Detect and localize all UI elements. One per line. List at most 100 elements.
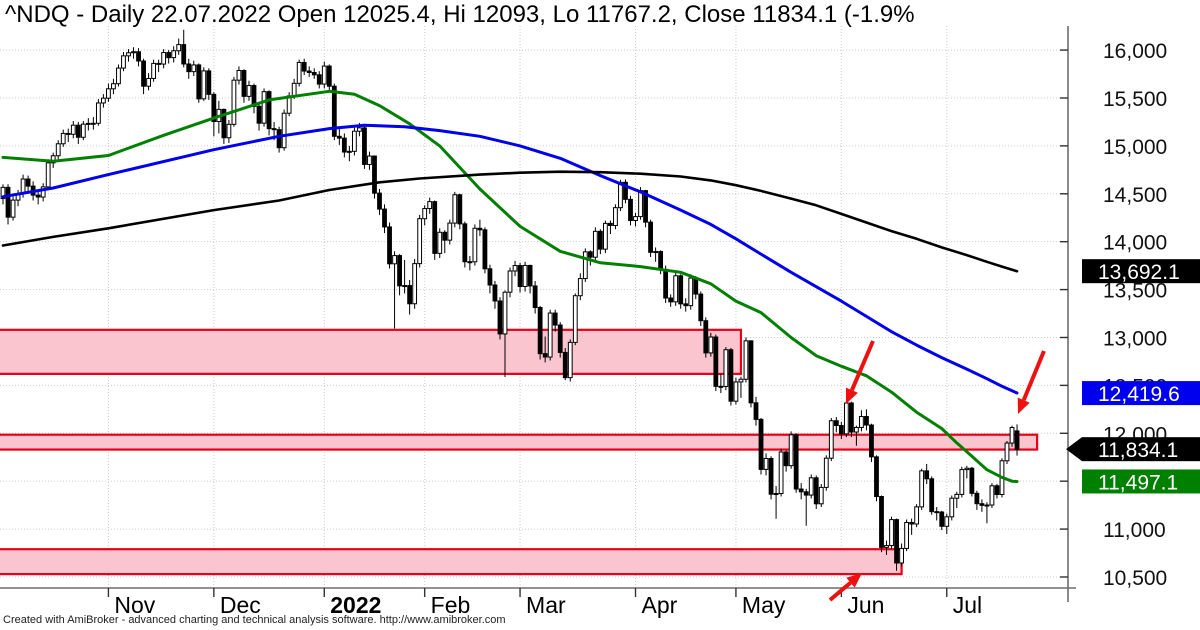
down-candle xyxy=(311,72,317,76)
up-candle xyxy=(191,64,197,73)
down-candle xyxy=(326,65,332,87)
up-candle xyxy=(964,467,970,471)
down-candle xyxy=(783,451,789,467)
up-candle xyxy=(547,312,553,358)
down-candle xyxy=(136,51,141,62)
up-candle xyxy=(417,218,423,265)
down-candle xyxy=(552,312,558,326)
up-candle xyxy=(402,285,408,288)
up-candle xyxy=(146,77,151,87)
down-candle xyxy=(879,496,884,548)
down-candle xyxy=(768,457,774,495)
down-candle xyxy=(75,124,81,138)
down-candle xyxy=(301,61,307,72)
down-candle xyxy=(668,297,674,303)
down-candle xyxy=(813,477,819,505)
up-candle xyxy=(738,378,744,383)
up-candle xyxy=(708,336,714,354)
y-axis-label: 13,500 xyxy=(1103,280,1167,303)
down-candle xyxy=(869,424,874,458)
up-candle xyxy=(567,341,573,379)
down-candle xyxy=(377,192,382,210)
up-candle xyxy=(572,295,578,343)
down-candle xyxy=(974,492,980,505)
up-candle xyxy=(246,85,252,97)
up-candle xyxy=(914,506,920,525)
down-candle xyxy=(196,64,202,100)
down-candle xyxy=(562,351,568,379)
up-candle xyxy=(889,519,894,547)
down-candle xyxy=(336,135,342,139)
up-candle xyxy=(437,231,443,254)
up-candle xyxy=(904,521,910,549)
down-candle xyxy=(793,434,799,490)
up-candle xyxy=(101,97,106,104)
up-candle xyxy=(778,451,784,495)
up-candle xyxy=(592,230,598,258)
ma200-line xyxy=(1,170,1019,273)
up-candle xyxy=(321,65,327,85)
down-candle xyxy=(186,63,192,73)
down-candle xyxy=(266,91,272,130)
up-candle xyxy=(357,127,362,132)
down-candle xyxy=(713,336,719,387)
up-candle xyxy=(447,222,453,241)
down-candle xyxy=(683,303,689,307)
down-candle xyxy=(457,194,463,225)
up-candle xyxy=(823,457,829,488)
down-candle xyxy=(658,251,664,270)
support-zones xyxy=(0,328,1039,576)
up-candle xyxy=(45,162,51,188)
up-candle xyxy=(959,469,965,495)
down-candle xyxy=(25,178,31,187)
annotation-arrow-head xyxy=(1017,397,1030,414)
up-candle xyxy=(126,52,131,57)
up-candle xyxy=(392,255,397,265)
up-candle xyxy=(899,547,904,564)
up-candle xyxy=(949,497,955,518)
up-candle xyxy=(116,67,121,85)
up-candle xyxy=(743,340,749,380)
up-candle xyxy=(512,265,518,272)
up-candle xyxy=(236,69,242,81)
close-badge-pointer xyxy=(1066,437,1082,462)
down-candle xyxy=(628,198,633,222)
up-candle xyxy=(95,102,101,124)
up-candle xyxy=(40,186,46,198)
down-candle xyxy=(623,181,628,200)
down-candle xyxy=(442,231,448,241)
x-axis-label: Apr xyxy=(642,592,678,618)
down-candle xyxy=(306,70,312,74)
annotation-arrows xyxy=(828,340,1046,602)
down-candle xyxy=(969,467,975,494)
down-candle xyxy=(838,425,844,435)
moving-average-lines xyxy=(1,89,1019,483)
down-candle xyxy=(487,268,493,286)
down-candle xyxy=(362,127,367,165)
up-candle xyxy=(859,416,864,428)
down-candle xyxy=(241,69,247,97)
y-axis-label: 14,000 xyxy=(1103,232,1167,255)
ma50-line xyxy=(1,89,1019,483)
price-badge-ma50 xyxy=(1082,469,1200,494)
y-axis-label: 10,500 xyxy=(1103,567,1167,590)
down-candle xyxy=(156,62,162,65)
down-candle xyxy=(397,255,402,287)
down-candle xyxy=(1014,430,1020,450)
price-badge-ma100 xyxy=(1082,381,1200,406)
up-candle xyxy=(854,426,859,433)
down-candle xyxy=(663,268,669,299)
down-candle xyxy=(748,340,754,404)
up-candle xyxy=(10,199,16,218)
up-candle xyxy=(452,194,458,224)
up-candle xyxy=(106,88,111,99)
up-candle xyxy=(111,83,116,90)
down-candle xyxy=(597,230,603,250)
up-candle xyxy=(954,493,960,499)
price-badge-label: 13,692.1 xyxy=(1098,261,1180,284)
down-candle xyxy=(372,155,377,194)
down-candle xyxy=(532,285,538,308)
down-candle xyxy=(728,349,734,402)
up-candle xyxy=(522,264,528,288)
